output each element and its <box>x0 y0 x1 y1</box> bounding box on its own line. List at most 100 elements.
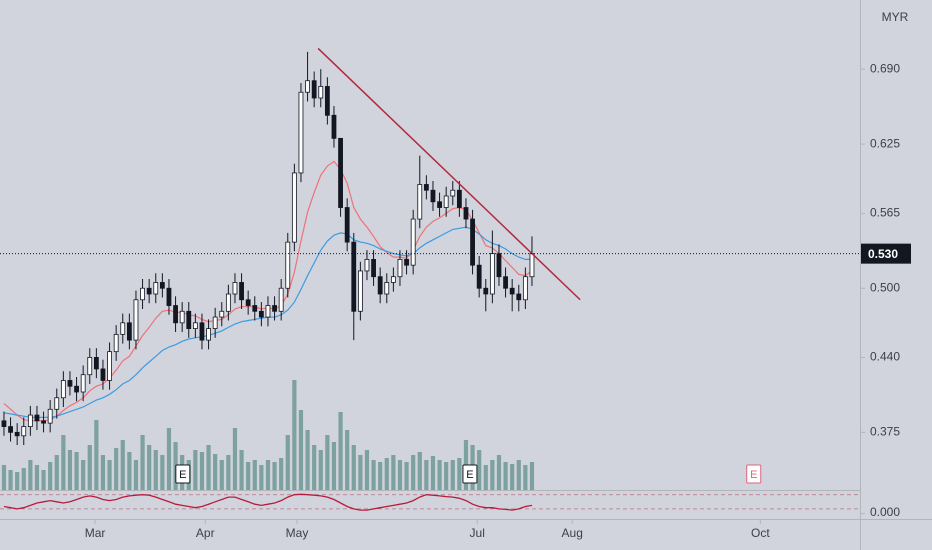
candle-body <box>60 380 66 399</box>
candle-body <box>199 322 205 341</box>
candle-body <box>126 322 132 341</box>
volume-bar <box>351 445 356 490</box>
candle-body <box>1 420 7 427</box>
candle-body <box>212 316 218 329</box>
candle-body <box>265 305 271 318</box>
x-tick-label: May <box>286 526 309 540</box>
volume-bar <box>378 462 383 490</box>
candle-body <box>133 299 139 341</box>
candle-body <box>450 189 456 197</box>
candle-body <box>252 305 258 312</box>
volume-bar <box>120 440 125 490</box>
candle-body <box>67 380 73 387</box>
earnings-label: E <box>179 469 186 481</box>
candle-body <box>324 86 330 116</box>
volume-bar <box>424 460 429 490</box>
x-tick-label: Aug <box>562 526 583 540</box>
earnings-label: E <box>750 469 757 481</box>
candle-body <box>166 287 172 306</box>
candle-body <box>272 305 277 312</box>
volume-bar <box>510 464 515 490</box>
candle-body <box>179 310 185 324</box>
earnings-marker <box>462 464 478 484</box>
candle-body <box>298 91 304 174</box>
candle-body <box>489 253 495 295</box>
volume-bar <box>147 445 152 490</box>
candle-body <box>146 287 152 295</box>
volume-bar <box>483 465 488 490</box>
candle-body <box>463 207 469 220</box>
x-tick-label: Mar <box>85 526 106 540</box>
candle-body <box>87 357 93 376</box>
volume-bar <box>496 455 502 490</box>
volume-bar <box>107 460 112 490</box>
volume-bar <box>279 458 284 490</box>
volume-bar <box>81 460 86 490</box>
earnings-marker <box>175 464 191 484</box>
y-tick-label: 0.625 <box>870 136 900 150</box>
candle-body <box>153 282 159 295</box>
candle-body <box>93 357 99 370</box>
volume-bar <box>114 448 119 490</box>
candle-body <box>239 282 244 301</box>
candle-body <box>159 282 165 289</box>
y-tick-label: 0.500 <box>870 280 900 294</box>
volume-bar <box>490 460 495 490</box>
volume-bar <box>133 460 139 490</box>
volume-bar <box>312 445 317 490</box>
x-tick-label: Apr <box>196 526 215 540</box>
candle-body <box>107 351 112 381</box>
x-tick-label: Oct <box>751 526 770 540</box>
volume-bar <box>252 460 257 490</box>
volume-bar <box>318 450 323 490</box>
candle-body <box>371 259 376 278</box>
candle-body <box>34 414 40 422</box>
volume-bar <box>28 460 33 490</box>
volume-bar <box>325 435 330 490</box>
candle-body <box>245 299 251 306</box>
candle-body <box>522 276 528 301</box>
volume-bar <box>87 445 92 490</box>
volume-bar <box>265 460 271 490</box>
volume-bar <box>298 410 304 490</box>
earnings-marker <box>746 464 762 484</box>
candle-body <box>140 287 145 301</box>
volume-bar <box>450 460 455 490</box>
candle-body <box>192 322 198 329</box>
candle-body <box>311 80 317 99</box>
candle-body <box>496 253 502 278</box>
volume-bar <box>503 462 508 490</box>
candle-body <box>258 310 264 318</box>
candle-body <box>476 264 482 289</box>
candle-body <box>331 114 337 139</box>
last-price-label: 0.530 <box>868 247 898 261</box>
volume-bar <box>127 452 132 490</box>
candle-body <box>285 241 291 289</box>
y-tick-label: 0.375 <box>870 425 900 439</box>
volume-bar <box>219 460 224 490</box>
volume-bar <box>232 428 238 490</box>
candle-body <box>404 259 409 266</box>
candle-body <box>430 189 436 203</box>
volume-bar <box>417 452 422 490</box>
volume-bar <box>477 450 482 490</box>
volume-bar <box>444 462 449 490</box>
volume-bar <box>246 462 251 490</box>
candle-body <box>516 293 522 301</box>
candle-body <box>219 310 225 318</box>
volume-bar <box>166 428 172 490</box>
volume-bar <box>338 412 343 490</box>
trendline <box>317 47 581 301</box>
candle-body <box>384 282 390 295</box>
volume-bar <box>239 450 244 490</box>
volume-bar <box>411 455 416 490</box>
volume-bar <box>358 455 363 490</box>
volume-bar <box>430 456 436 490</box>
volume-bar <box>457 458 462 490</box>
volume-bar <box>54 455 59 490</box>
candle-body <box>186 310 192 329</box>
volume-bar <box>331 442 337 490</box>
volume-bar <box>153 450 158 490</box>
volume-bar <box>15 472 20 490</box>
